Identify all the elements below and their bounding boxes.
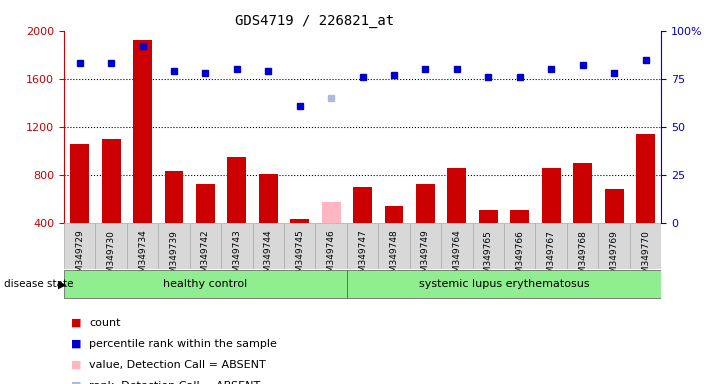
Bar [573, 163, 592, 223]
Text: GSM349745: GSM349745 [295, 230, 304, 285]
FancyBboxPatch shape [535, 223, 567, 269]
FancyBboxPatch shape [410, 223, 442, 269]
Text: GSM349729: GSM349729 [75, 230, 84, 285]
Text: value, Detection Call = ABSENT: value, Detection Call = ABSENT [89, 360, 266, 370]
Bar [604, 189, 624, 223]
FancyBboxPatch shape [64, 223, 95, 269]
FancyBboxPatch shape [630, 223, 661, 269]
Bar [385, 206, 403, 223]
Bar [510, 210, 529, 223]
FancyBboxPatch shape [504, 223, 535, 269]
Text: ■: ■ [71, 339, 82, 349]
FancyBboxPatch shape [442, 223, 473, 269]
Text: GSM349748: GSM349748 [390, 230, 399, 285]
Bar [479, 210, 498, 223]
Bar [290, 219, 309, 223]
Bar [353, 187, 372, 223]
FancyBboxPatch shape [378, 223, 410, 269]
Text: GSM349767: GSM349767 [547, 230, 556, 285]
Title: GDS4719 / 226821_at: GDS4719 / 226821_at [235, 14, 395, 28]
FancyBboxPatch shape [567, 223, 599, 269]
FancyBboxPatch shape [347, 270, 661, 298]
Text: percentile rank within the sample: percentile rank within the sample [89, 339, 277, 349]
Bar [322, 202, 341, 223]
Text: GSM349764: GSM349764 [452, 230, 461, 285]
FancyBboxPatch shape [599, 223, 630, 269]
Bar [636, 134, 655, 223]
Text: GSM349743: GSM349743 [232, 230, 241, 285]
Text: ■: ■ [71, 360, 82, 370]
Text: systemic lupus erythematosus: systemic lupus erythematosus [419, 279, 589, 289]
Bar [447, 168, 466, 223]
Text: count: count [89, 318, 120, 328]
FancyBboxPatch shape [190, 223, 221, 269]
Text: GSM349770: GSM349770 [641, 230, 650, 285]
FancyBboxPatch shape [127, 223, 159, 269]
FancyBboxPatch shape [252, 223, 284, 269]
FancyBboxPatch shape [95, 223, 127, 269]
Bar [70, 144, 89, 223]
Bar [228, 157, 246, 223]
FancyBboxPatch shape [284, 223, 316, 269]
Text: ▶: ▶ [58, 279, 67, 289]
Bar [102, 139, 121, 223]
FancyBboxPatch shape [316, 223, 347, 269]
Text: disease state: disease state [4, 279, 73, 289]
Text: healthy control: healthy control [164, 279, 247, 289]
Bar [542, 168, 561, 223]
Bar [133, 40, 152, 223]
Bar [416, 184, 435, 223]
Text: GSM349768: GSM349768 [578, 230, 587, 285]
Text: rank, Detection Call = ABSENT: rank, Detection Call = ABSENT [89, 381, 260, 384]
Text: GSM349742: GSM349742 [201, 230, 210, 284]
Bar [164, 171, 183, 223]
Text: GSM349746: GSM349746 [326, 230, 336, 285]
Text: GSM349739: GSM349739 [169, 230, 178, 285]
FancyBboxPatch shape [473, 223, 504, 269]
Text: GSM349734: GSM349734 [138, 230, 147, 285]
FancyBboxPatch shape [64, 270, 347, 298]
FancyBboxPatch shape [159, 223, 190, 269]
Text: ■: ■ [71, 381, 82, 384]
Text: ■: ■ [71, 318, 82, 328]
Bar [196, 184, 215, 223]
Text: GSM349749: GSM349749 [421, 230, 430, 285]
Text: GSM349730: GSM349730 [107, 230, 116, 285]
Text: GSM349747: GSM349747 [358, 230, 367, 285]
Text: GSM349769: GSM349769 [609, 230, 619, 285]
FancyBboxPatch shape [347, 223, 378, 269]
Text: GSM349766: GSM349766 [515, 230, 524, 285]
Text: GSM349744: GSM349744 [264, 230, 273, 284]
FancyBboxPatch shape [221, 223, 252, 269]
Bar [259, 174, 278, 223]
Text: GSM349765: GSM349765 [484, 230, 493, 285]
